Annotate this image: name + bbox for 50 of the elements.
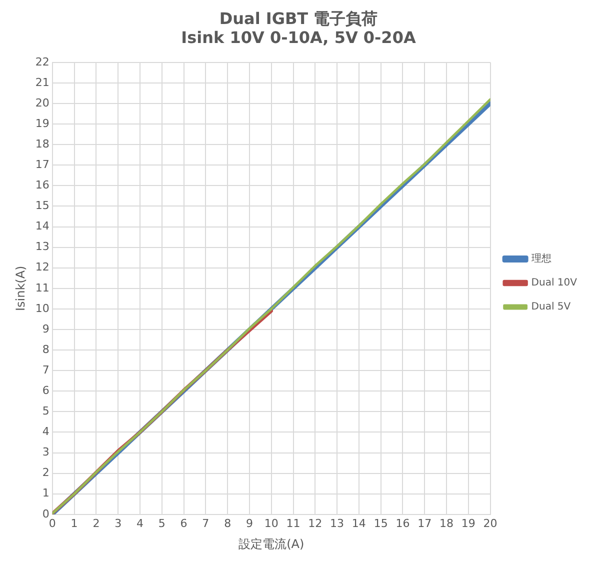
- x-tick-label: 9: [246, 516, 253, 530]
- x-tick-label: 3: [114, 516, 122, 530]
- y-tick-label: 16: [35, 178, 50, 192]
- y-tick-label: 7: [42, 363, 50, 376]
- y-tick-label: 5: [42, 404, 50, 418]
- y-axis-title: Isink(A): [13, 266, 28, 312]
- x-tick-label: 12: [308, 516, 322, 530]
- x-tick-label: 11: [286, 516, 300, 530]
- y-tick-label: 0: [42, 507, 50, 520]
- x-tick-label: 10: [264, 516, 278, 530]
- x-tick-label: 8: [224, 516, 232, 530]
- x-tick-label: 7: [202, 516, 210, 530]
- y-tick-label: 8: [42, 342, 50, 356]
- y-tick-label: 17: [35, 158, 50, 171]
- y-tick-label: 11: [35, 281, 50, 294]
- y-tick-label: 4: [42, 425, 50, 438]
- x-tick-label: 14: [352, 516, 366, 530]
- legend-label: 理想: [531, 252, 552, 265]
- y-tick-label: 22: [35, 55, 50, 68]
- y-tick-label: 9: [42, 322, 50, 336]
- x-tick-label: 20: [483, 516, 498, 530]
- x-tick-label: 5: [158, 516, 166, 530]
- y-tick-label: 6: [42, 384, 50, 397]
- x-axis-title: 設定電流(A): [238, 536, 304, 551]
- y-tick-label: 13: [35, 240, 50, 254]
- y-tick-label: 19: [35, 116, 50, 130]
- y-tick-label: 18: [35, 137, 50, 150]
- x-tick-label: 16: [396, 516, 410, 530]
- y-tick-label: 2: [42, 466, 50, 480]
- y-tick-label: 20: [35, 96, 50, 110]
- x-tick-label: 19: [461, 516, 476, 530]
- y-tick-label: 10: [35, 302, 50, 315]
- x-tick-label: 18: [440, 516, 454, 530]
- x-tick-label: 4: [136, 516, 144, 530]
- y-tick-label: 12: [35, 260, 50, 274]
- legend-label: Dual 5V: [531, 302, 571, 313]
- x-tick-label: 6: [180, 516, 188, 530]
- y-tick-label: 14: [35, 220, 50, 233]
- y-tick-label: 15: [35, 199, 50, 212]
- x-tick-label: 2: [92, 516, 100, 530]
- x-tick-label: 17: [418, 516, 432, 530]
- x-tick-label: 15: [374, 516, 388, 530]
- y-tick-label: 1: [42, 486, 50, 500]
- y-tick-label: 21: [35, 76, 50, 89]
- x-tick-label: 13: [330, 516, 344, 530]
- text: Dual IGBT 電子負荷: [219, 8, 378, 28]
- x-tick-label: 1: [70, 516, 78, 530]
- y-tick-label: 3: [42, 446, 50, 459]
- legend-label: Dual 10V: [531, 278, 578, 289]
- text: Isink 10V 0-10A, 5V 0-20A: [181, 28, 416, 47]
